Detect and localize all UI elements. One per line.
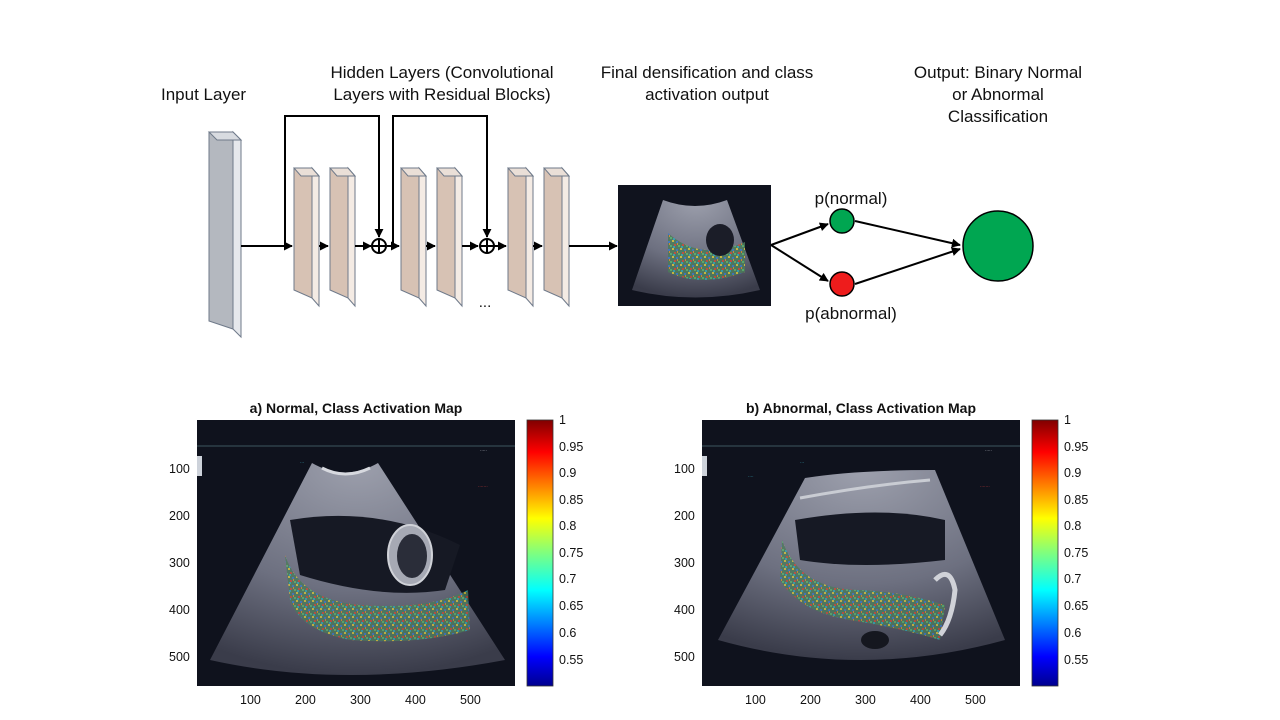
panel-a-colorbar-tick: 0.95 <box>559 440 584 454</box>
panel-a-colorbar-tick: 0.85 <box>559 493 584 507</box>
panel-a-x-tick: 500 <box>460 693 481 707</box>
panel-b-y-tick: 200 <box>674 509 695 523</box>
panel-b-colorbar-tick: 0.8 <box>1064 519 1082 533</box>
panel-a-colorbar-tick: 0.9 <box>559 466 577 480</box>
panel-b-x-tick: 500 <box>965 693 986 707</box>
panel-a-y-tick: 200 <box>169 509 190 523</box>
svg-text:∙∙∙∙∙∙∙: ∙∙∙∙∙∙∙ <box>980 484 990 490</box>
output-label-line1: Output: Binary Normal <box>913 63 1083 82</box>
svg-text:∙∙∙∙: ∙∙∙∙ <box>748 474 754 480</box>
abnormal-probability-node <box>829 271 855 297</box>
output-label-line3: Classification <box>947 107 1049 126</box>
panel-a-colorbar-tick: 0.8 <box>559 519 577 533</box>
panel-a-image: ∙∙∙ ∙∙∙∙∙ ∙∙∙∙∙∙∙ <box>197 420 515 686</box>
panel-a-colorbar <box>526 419 554 687</box>
input-layer-block <box>207 130 243 339</box>
output-label: Output: Binary Normal or Abnormal Classi… <box>893 62 1103 128</box>
panel-b-x-tick: 300 <box>855 693 876 707</box>
hidden-layers-label: Hidden Layers (Convolutional Layers with… <box>310 62 574 106</box>
p-normal-label: p(normal) <box>814 189 888 208</box>
panel-a-title: a) Normal, Class Activation Map <box>249 400 463 416</box>
p-abnormal-label: p(abnormal) <box>805 304 897 323</box>
hidden-layers-label-line2: Layers with Residual Blocks) <box>333 85 551 104</box>
panel-a-x-tick: 300 <box>350 693 371 707</box>
panel-a-colorbar-tick: 0.65 <box>559 599 584 613</box>
panel-b-y-tick: 300 <box>674 556 695 570</box>
panel-b-y-tick: 100 <box>674 462 695 476</box>
hidden-layer-5 <box>506 166 535 308</box>
panel-b-colorbar-tick: 0.9 <box>1064 466 1082 480</box>
panel-a-y-tick: 300 <box>169 556 190 570</box>
panel-b-colorbar <box>1031 419 1059 687</box>
output-label-line2: or Abnormal <box>952 85 1044 104</box>
class-activation-thumbnail <box>618 185 771 306</box>
svg-text:∙∙∙: ∙∙∙ <box>800 460 804 466</box>
panel-a-colorbar-tick: 0.55 <box>559 653 584 667</box>
panel-b-colorbar-tick: 0.85 <box>1064 493 1089 507</box>
svg-text:∙∙∙∙∙: ∙∙∙∙∙ <box>985 448 992 454</box>
hidden-layer-2 <box>328 166 357 308</box>
panel-b-colorbar-tick: 0.55 <box>1064 653 1089 667</box>
panel-a-y-tick: 400 <box>169 603 190 617</box>
panel-b-x-tick: 400 <box>910 693 931 707</box>
panel-b-colorbar-tick: 0.7 <box>1064 572 1082 586</box>
final-densification-label: Final densification and class activation… <box>584 62 830 106</box>
panel-b-y-tick: 500 <box>674 650 695 664</box>
svg-text:∙∙∙∙∙: ∙∙∙∙∙ <box>480 448 487 454</box>
final-densification-label-line1: Final densification and class <box>600 63 814 82</box>
hidden-layers-label-line1: Hidden Layers (Convolutional <box>330 63 554 82</box>
svg-text:∙∙∙∙∙∙∙: ∙∙∙∙∙∙∙ <box>478 484 488 490</box>
panel-a-x-tick: 100 <box>240 693 261 707</box>
hidden-layer-3 <box>399 166 428 308</box>
panel-b-y-tick: 400 <box>674 603 695 617</box>
panel-b-colorbar-tick: 0.6 <box>1064 626 1082 640</box>
panel-b-x-tick: 200 <box>800 693 821 707</box>
hidden-layer-4 <box>435 166 464 308</box>
hidden-layer-1 <box>292 166 321 308</box>
more-layers-ellipsis: ... <box>478 294 492 311</box>
residual-sum-node-1 <box>371 238 387 254</box>
panel-a-colorbar-tick: 0.6 <box>559 626 577 640</box>
panel-b-colorbar-tick: 0.75 <box>1064 546 1089 560</box>
panel-b-colorbar-tick: 0.95 <box>1064 440 1089 454</box>
panel-a-x-tick: 400 <box>405 693 426 707</box>
panel-b-x-tick: 100 <box>745 693 766 707</box>
panel-b-colorbar-tick: 0.65 <box>1064 599 1089 613</box>
probability-arrows <box>770 220 961 285</box>
residual-sum-node-2 <box>479 238 495 254</box>
panel-a-y-tick: 100 <box>169 462 190 476</box>
hidden-layer-blocks <box>292 166 571 308</box>
panel-a-x-tick: 200 <box>295 693 316 707</box>
panel-a-colorbar-tick: 0.75 <box>559 546 584 560</box>
panel-b-image: ∙∙∙ ∙∙∙∙ ∙∙∙∙∙ ∙∙∙∙∙∙∙ <box>702 420 1020 686</box>
final-densification-label-line2: activation output <box>645 85 769 104</box>
panel-b-title: b) Abnormal, Class Activation Map <box>746 400 976 416</box>
panel-a-colorbar-tick: 0.7 <box>559 572 577 586</box>
input-layer-label: Input Layer <box>161 85 247 104</box>
panel-a-y-tick: 500 <box>169 650 190 664</box>
panel-b-colorbar-tick: 1 <box>1064 413 1071 427</box>
panel-a-colorbar-tick: 1 <box>559 413 566 427</box>
normal-probability-node <box>829 208 855 234</box>
hidden-layer-6 <box>542 166 571 308</box>
svg-text:∙∙∙: ∙∙∙ <box>300 460 304 466</box>
residual-connections <box>284 115 492 246</box>
output-classification-node <box>962 210 1034 282</box>
